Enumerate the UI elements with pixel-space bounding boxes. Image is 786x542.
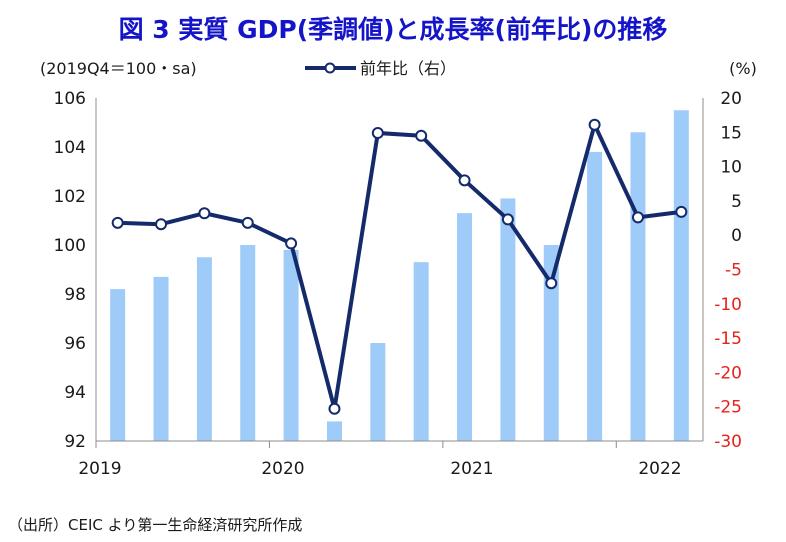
right-tick-label: -10 [714,295,742,315]
bar-series [110,110,689,442]
legend-label: 前年比（右） [360,59,456,78]
bar-2021Q2 [500,198,516,441]
left-tick-label: 100 [54,236,86,256]
left-tick-label: 98 [64,285,86,305]
bar-2019Q2 [153,276,169,441]
left-tick-label: 102 [54,187,86,207]
right-tick-label: -25 [714,398,742,418]
yoy-growth-line [117,122,682,411]
bar-2020Q1 [283,249,299,441]
point-2020Q4 [415,129,428,142]
point-2022Q2 [675,205,688,218]
chart-title: 図 3 実質 GDP(季調値)と成長率(前年比)の推移 [119,15,668,44]
right-tick-label: -20 [714,363,742,383]
point-2020Q3 [371,126,384,139]
point-2019Q1 [111,216,124,229]
source-note: （出所）CEIC より第一生命経済研究所作成 [8,516,302,534]
left-tick-label: 94 [64,383,86,403]
right-tick-label: 20 [720,89,742,109]
point-2020Q1 [285,237,298,250]
point-2021Q1 [458,174,471,187]
bar-2021Q1 [457,213,473,441]
right-tick-label: 15 [720,123,742,143]
legend-marker [324,62,336,74]
point-2022Q1 [631,211,644,224]
point-2021Q4 [588,118,601,131]
point-2019Q3 [198,207,211,220]
left-axis: 92 94 96 98 100 102 104 106 [54,89,86,452]
point-2020Q2 [328,402,341,415]
point-2019Q2 [155,218,168,231]
right-tick-label: 10 [720,158,742,178]
bar-2019Q4 [240,245,256,441]
line-series [111,118,688,415]
point-2021Q3 [545,277,558,290]
x-tick-label: 2022 [638,459,681,479]
bar-2020Q4 [413,262,429,441]
right-axis: 20 15 10 5 0 -5 -10 -15 -20 -25 -30 [714,89,742,452]
bar-2022Q2 [673,110,689,441]
right-axis-unit: (%) [729,59,757,78]
left-tick-label: 96 [64,334,86,354]
legend: 前年比（右） [305,59,456,78]
x-tick-label: 2019 [78,459,121,479]
point-2021Q2 [501,213,514,226]
right-tick-label: -5 [725,261,742,281]
bar-2021Q4 [587,151,603,441]
left-tick-label: 104 [54,138,86,158]
right-tick-label: -15 [714,329,742,349]
left-tick-label: 92 [64,432,86,452]
x-tick-label: 2020 [261,459,304,479]
bar-2021Q3 [543,245,559,441]
bar-2019Q3 [196,257,212,441]
bar-2019Q1 [110,289,126,441]
left-axis-note: (2019Q4＝100・sa) [40,59,197,78]
bar-2020Q2 [326,421,342,441]
right-tick-label: 0 [731,226,742,246]
bar-2020Q3 [370,343,386,441]
axis-lines [95,98,704,448]
point-2019Q4 [241,216,254,229]
left-tick-label: 106 [54,89,86,109]
x-axis: 2019 2020 2021 2022 [78,459,681,479]
right-tick-label: 5 [731,192,742,212]
right-tick-label: -30 [714,432,742,452]
x-tick-label: 2021 [450,459,493,479]
bar-2022Q1 [630,132,646,442]
